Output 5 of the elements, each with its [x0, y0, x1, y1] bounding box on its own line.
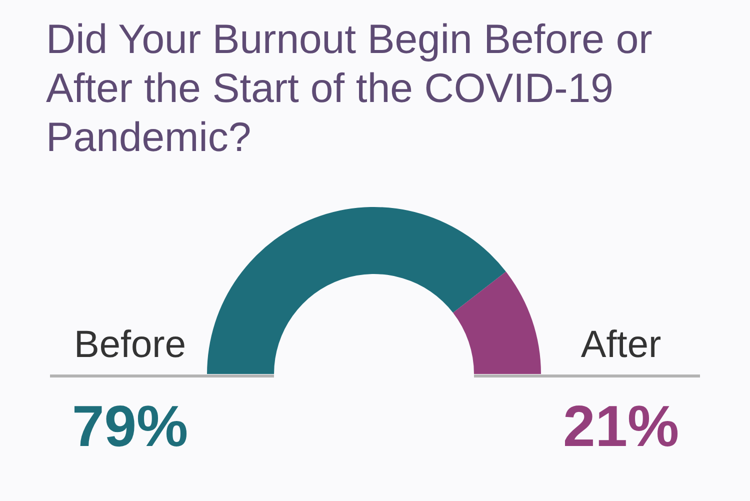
- slice-label: After: [580, 324, 662, 366]
- slice-label: Before: [74, 324, 186, 366]
- data-label: 79%: [72, 394, 188, 459]
- data-label: 21%: [562, 394, 680, 459]
- chart-title: Did Your Burnout Begin Before or After the Start of the COVID-19 Pandemic?: [46, 16, 652, 160]
